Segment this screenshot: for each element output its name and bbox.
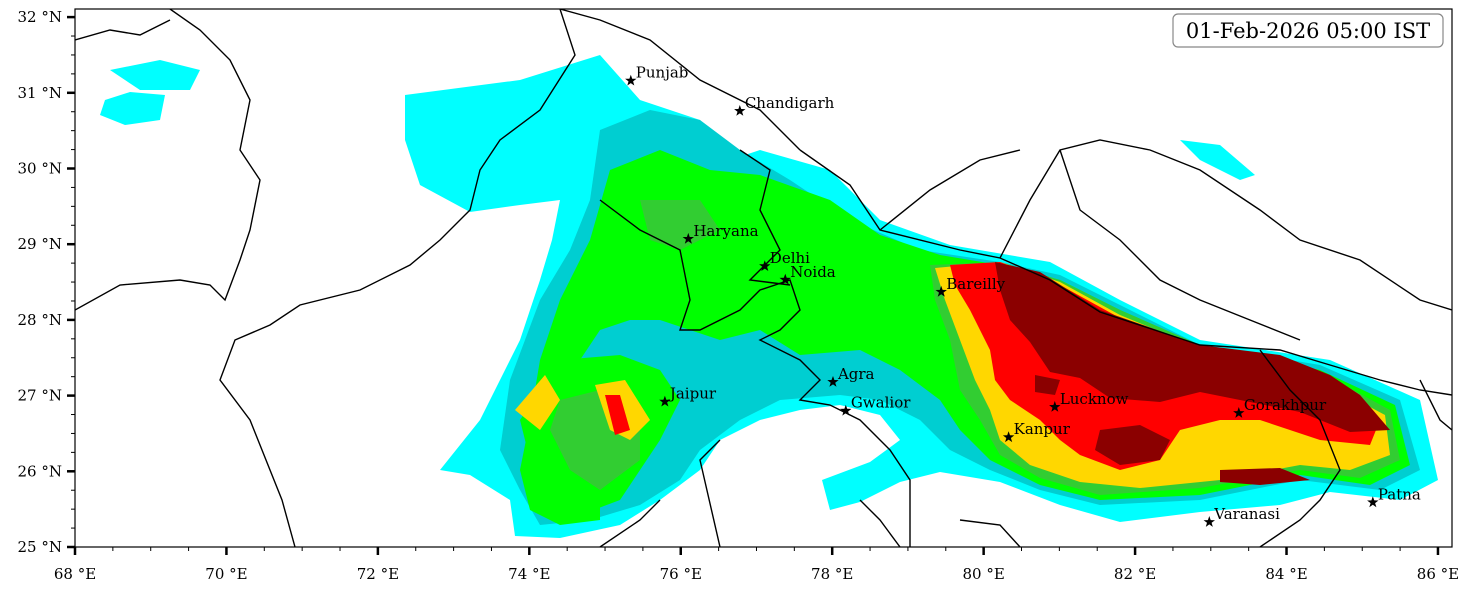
star-icon [659, 395, 671, 407]
city-label: Jaipur [668, 385, 717, 403]
x-tick-label: 68 °E [54, 565, 96, 583]
city-chandigarh: Chandigarh [734, 94, 835, 116]
city-noida: Noida [779, 263, 836, 285]
state-borders [599, 149, 1452, 547]
x-tick-label: 70 °E [205, 565, 247, 583]
x-tick-label: 74 °E [508, 565, 550, 583]
city-label: Kanpur [1014, 420, 1071, 438]
x-tick-label: 72 °E [357, 565, 399, 583]
city-label: Gorakhpur [1244, 396, 1327, 414]
city-label: Chandigarh [745, 94, 835, 112]
city-delhi: Delhi [759, 249, 810, 271]
city-gorakhpur: Gorakhpur [1233, 396, 1327, 418]
boundaries [75, 9, 1452, 547]
star-icon [1049, 401, 1061, 412]
city-label: Patna [1378, 485, 1421, 503]
y-tick-label: 29 °N [18, 235, 62, 253]
contour-level6 [605, 262, 1380, 470]
x-tick-label: 80 °E [962, 565, 1004, 583]
star-icon [840, 404, 852, 416]
city-label: Haryana [693, 222, 758, 240]
star-icon [827, 376, 839, 387]
star-icon [1002, 431, 1015, 443]
city-label: Punjab [636, 64, 689, 82]
city-lucknow: Lucknow [1049, 390, 1129, 412]
city-bareilly: Bareilly [935, 275, 1006, 297]
y-tick-label: 26 °N [18, 462, 62, 480]
himalaya-borders [559, 9, 1452, 341]
city-jaipur: Jaipur [659, 385, 717, 407]
star-icon [759, 260, 771, 271]
rainfall-contours [100, 55, 1438, 538]
y-tick-label: 25 °N [18, 538, 62, 556]
star-icon [682, 232, 694, 244]
star-icon [935, 285, 947, 297]
timestamp-label: 01-Feb-2026 05:00 IST [1186, 19, 1430, 43]
y-tick-label: 30 °N [18, 160, 62, 178]
x-tick-label: 86 °E [1417, 565, 1459, 583]
city-varanasi: Varanasi [1203, 505, 1280, 527]
plot-frame [74, 8, 1453, 548]
city-label: Gwalior [851, 394, 911, 412]
city-label: Delhi [770, 249, 810, 267]
city-kanpur: Kanpur [1002, 420, 1071, 443]
city-gwalior: Gwalior [840, 394, 911, 416]
city-label: Varanasi [1213, 505, 1280, 523]
timestamp-box: 01-Feb-2026 05:00 IST [1172, 13, 1444, 48]
international-border-west [219, 9, 576, 547]
pakistan-afghanistan-border [75, 9, 261, 311]
city-agra: Agra [827, 365, 875, 387]
y-tick-label: 31 °N [18, 84, 62, 102]
x-tick-label: 82 °E [1114, 565, 1156, 583]
city-label: Agra [837, 365, 875, 383]
x-tick-label: 84 °E [1265, 565, 1307, 583]
star-icon [625, 74, 637, 86]
city-punjab: Punjab [625, 64, 688, 86]
city-patna: Patna [1367, 485, 1421, 508]
star-icon [1233, 407, 1245, 418]
x-tick-label: 76 °E [660, 565, 702, 583]
city-label: Lucknow [1060, 390, 1129, 408]
contour-level7 [995, 262, 1390, 485]
star-icon [779, 273, 791, 285]
star-icon [1367, 496, 1379, 508]
city-haryana: Haryana [682, 222, 759, 244]
axis-ticks: 68 °E 70 °E 72 °E 74 °E 76 °E 78 °E 80 °E 82 °E… [18, 8, 1460, 583]
y-tick-label: 27 °N [18, 387, 62, 405]
timestamp-frame [1172, 13, 1444, 48]
star-icon [1203, 516, 1215, 527]
x-tick-label: 78 °E [811, 565, 853, 583]
city-label: Noida [790, 263, 836, 281]
star-icon [734, 105, 746, 116]
city-label: Bareilly [946, 275, 1005, 293]
y-tick-label: 28 °N [18, 311, 62, 329]
y-tick-label: 32 °N [18, 8, 62, 26]
